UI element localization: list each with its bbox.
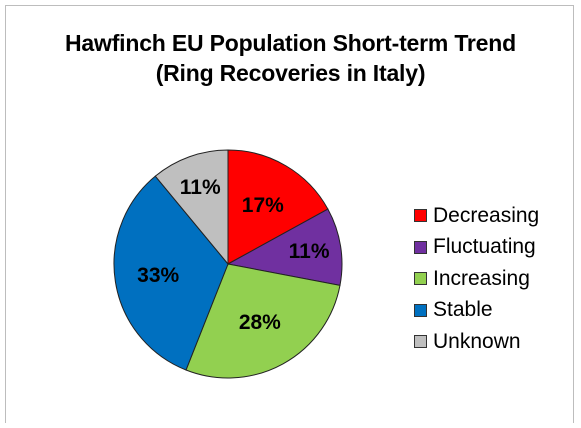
- legend-item-decreasing: Decreasing: [414, 200, 539, 232]
- slice-label-unknown: 11%: [180, 176, 221, 199]
- chart-title-block: Hawfinch EU Population Short-term Trend …: [0, 28, 581, 88]
- legend-label: Decreasing: [433, 203, 540, 227]
- legend-label: Stable: [433, 298, 493, 322]
- legend-item-fluctuating: Fluctuating: [414, 232, 539, 264]
- pie-slice-unknown: [154, 149, 229, 266]
- legend-swatch: [414, 272, 427, 286]
- pie-slice-increasing: [185, 263, 341, 379]
- legend-item-increasing: Increasing: [414, 263, 539, 295]
- chart-legend: Decreasing Fluctuating Increasing Stable Unk…: [414, 200, 539, 358]
- legend-swatch: [414, 240, 427, 254]
- slice-label-decreasing: 17%: [242, 194, 284, 217]
- legend-item-unknown: Unknown: [414, 326, 539, 358]
- legend-label: Fluctuating: [433, 235, 536, 259]
- pie-slice-stable: [113, 175, 229, 371]
- legend-swatch: [414, 335, 427, 349]
- slice-label-stable: 33%: [137, 264, 179, 287]
- legend-swatch: [414, 303, 427, 317]
- chart-subtitle: (Ring Recoveries in Italy): [155, 60, 426, 86]
- pie-slice-decreasing: [227, 149, 329, 265]
- legend-label: Increasing: [433, 266, 530, 290]
- chart-title: Hawfinch EU Population Short-term Trend: [65, 30, 516, 56]
- pie-slice-fluctuating: [226, 208, 343, 286]
- legend-item-stable: Stable: [414, 295, 539, 327]
- legend-swatch: [414, 209, 427, 223]
- slice-label-fluctuating: 11%: [289, 240, 330, 263]
- legend-label: Unknown: [433, 329, 521, 353]
- slice-label-increasing: 28%: [239, 311, 281, 334]
